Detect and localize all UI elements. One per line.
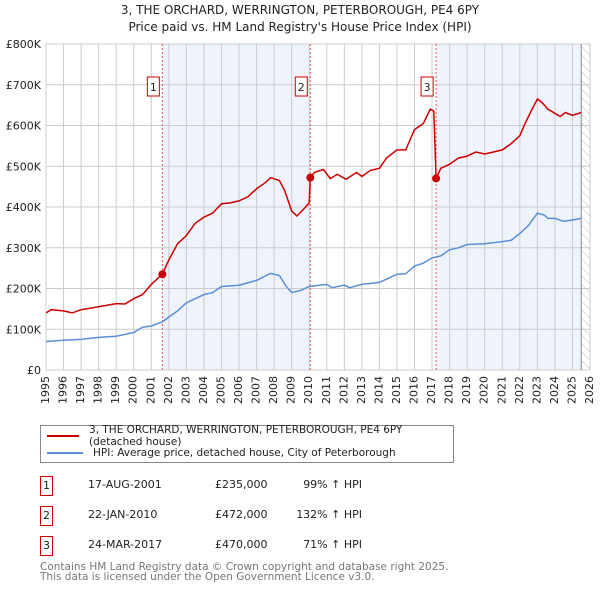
sale-label-box (294, 76, 308, 97)
sale-date: 17-AUG-2001 (88, 478, 162, 491)
x-tick-label: 2024 (548, 376, 561, 404)
sale-label: 2 (298, 81, 305, 94)
x-tick-label: 2002 (162, 376, 175, 404)
legend-label: HPI: Average price, detached house, City… (93, 447, 396, 459)
x-tick-label: 2017 (425, 376, 438, 404)
legend-item-property: 3, THE ORCHARD, WERRINGTON, PETERBOROUGH… (47, 424, 453, 448)
legend: 3, THE ORCHARD, WERRINGTON, PETERBOROUGH… (40, 424, 454, 463)
x-tick-label: 1997 (74, 376, 87, 404)
y-tick-label: £0 (27, 364, 41, 377)
sale-hpi-change: 132% ↑ HPI (296, 508, 362, 521)
sale-date: 22-JAN-2010 (88, 508, 158, 521)
footer-copyright: Contains HM Land Registry data © Crown c… (40, 561, 449, 573)
footer-licence: This data is licensed under the Open Gov… (40, 571, 375, 583)
x-tick-label: 2008 (267, 376, 280, 404)
y-tick-label: £800K (6, 38, 42, 51)
sale-label: 1 (150, 81, 157, 94)
sale-price: £470,000 (215, 538, 268, 551)
x-tick-label: 2007 (250, 376, 263, 404)
y-tick-label: £400K (6, 201, 42, 214)
property-price-line (45, 97, 582, 314)
y-tick-label: £200K (6, 283, 42, 296)
x-tick-label: 2001 (144, 376, 157, 404)
x-tick-label: 2006 (232, 376, 245, 404)
legend-item-hpi: HPI: Average price, detached house, City… (47, 445, 396, 461)
x-tick-label: 2022 (513, 376, 526, 404)
sale-number: 1 (40, 476, 53, 496)
x-tick-label: 2011 (320, 376, 333, 404)
sale-number: 3 (40, 536, 53, 556)
x-tick-label: 1998 (92, 376, 105, 404)
x-tick-label: 1999 (109, 376, 122, 404)
sale-date: 24-MAR-2017 (88, 538, 163, 551)
sale-hpi-change: 71% ↑ HPI (303, 538, 362, 551)
sale-label-box (420, 76, 434, 97)
sale-point (432, 174, 441, 183)
y-tick-label: £500K (6, 160, 42, 173)
x-tick-label: 2021 (495, 376, 508, 404)
legend-label: 3, THE ORCHARD, WERRINGTON, PETERBOROUGH… (89, 424, 403, 448)
legend-swatch (47, 435, 80, 437)
price-chart: 1995 1996 1997 1998 1999 2000 2001 2002 2003 2004… (6, 38, 596, 404)
x-tick-label: 2013 (355, 376, 368, 404)
y-tick-label: £100K (6, 323, 42, 336)
sale-label: 3 (424, 81, 431, 94)
x-tick-label: 2003 (179, 376, 192, 404)
x-tick-label: 2015 (390, 376, 403, 404)
x-tick-label: 2025 (565, 376, 578, 404)
sale-number: 2 (40, 506, 53, 526)
legend-swatch (47, 452, 83, 454)
y-tick-label: £600K (6, 120, 42, 133)
sale-price: £472,000 (215, 508, 268, 521)
x-tick-label: 2010 (302, 376, 315, 404)
x-tick-label: 2019 (460, 376, 473, 404)
x-tick-label: 2023 (530, 376, 543, 404)
sale-point (306, 173, 315, 182)
hpi-line (45, 212, 582, 343)
x-tick-label: 2016 (408, 376, 421, 404)
sale-price: £235,000 (215, 478, 268, 491)
sale-point (158, 270, 167, 279)
y-tick-label: £300K (6, 242, 42, 255)
y-tick-label: £700K (6, 79, 42, 92)
x-tick-label: 2004 (197, 376, 210, 404)
sale-hpi-change: 99% ↑ HPI (303, 478, 362, 491)
x-tick-label: 2000 (127, 376, 140, 404)
chart-subtitle: Price paid vs. HM Land Registry's House … (128, 20, 472, 34)
x-tick-label: 2018 (443, 376, 456, 404)
sale-label-box (146, 76, 160, 97)
x-tick-label: 2009 (285, 376, 298, 404)
x-tick-label: 2020 (478, 376, 491, 404)
chart-title: 3, THE ORCHARD, WERRINGTON, PETERBOROUGH… (120, 3, 480, 17)
x-tick-label: 2014 (372, 376, 385, 404)
x-tick-label: 2005 (214, 376, 227, 404)
x-tick-label: 1996 (57, 376, 70, 404)
x-tick-label: 2012 (337, 376, 350, 404)
x-tick-label: 2026 (583, 376, 596, 404)
x-tick-label: 1995 (39, 376, 52, 404)
